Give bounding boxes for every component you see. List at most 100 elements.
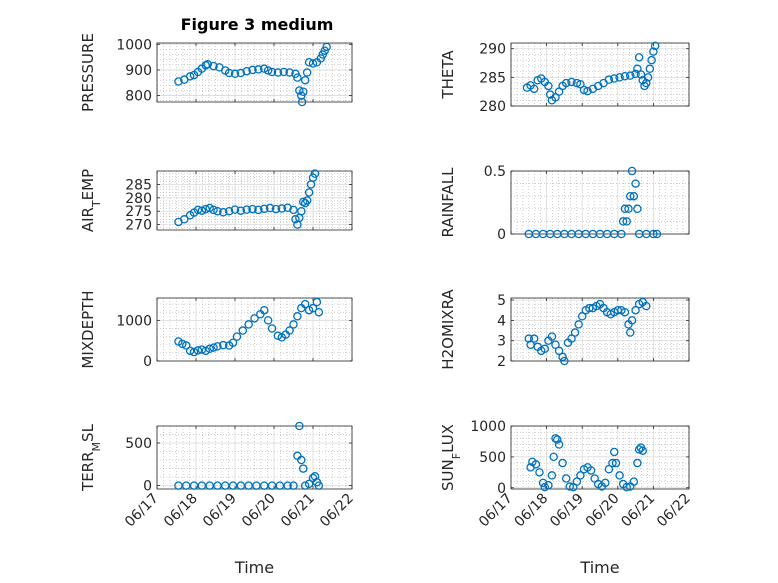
data-point bbox=[626, 328, 635, 337]
x-axis-label: Time bbox=[234, 558, 274, 577]
x-tick-label: 06/21 bbox=[278, 491, 318, 531]
y-axis-label: THETA bbox=[439, 50, 457, 100]
data-point bbox=[551, 434, 560, 443]
data-point bbox=[230, 205, 240, 214]
data-point bbox=[308, 303, 318, 313]
data-point bbox=[629, 191, 639, 201]
data-point bbox=[228, 338, 238, 347]
data-point bbox=[297, 97, 307, 107]
data-point bbox=[248, 204, 257, 214]
axes-background bbox=[511, 171, 689, 234]
y-axis-label: AIRTEMP bbox=[79, 169, 103, 232]
data-point bbox=[250, 314, 259, 323]
y-axis-label: H2OMIXRA bbox=[439, 289, 457, 370]
data-point bbox=[283, 203, 292, 212]
data-point bbox=[174, 77, 183, 86]
data-point bbox=[567, 77, 576, 87]
figure-title: Figure 3 medium bbox=[181, 15, 334, 34]
data-point bbox=[633, 458, 642, 468]
data-point bbox=[620, 307, 630, 317]
data-point bbox=[645, 64, 655, 74]
data-point bbox=[574, 320, 583, 329]
data-point bbox=[236, 68, 246, 78]
data-point bbox=[611, 458, 621, 468]
y-tick-label: 800 bbox=[125, 89, 152, 105]
data-point bbox=[529, 334, 539, 343]
data-point bbox=[558, 458, 567, 468]
axes-frame bbox=[156, 170, 353, 231]
y-tick-label: 4 bbox=[497, 313, 506, 329]
data-point bbox=[283, 481, 292, 490]
data-point bbox=[289, 320, 298, 329]
data-point bbox=[259, 64, 269, 73]
data-point bbox=[298, 197, 308, 207]
y-tick-label: 1000 bbox=[470, 419, 506, 435]
data-point bbox=[634, 445, 644, 454]
data-point bbox=[579, 85, 589, 95]
subplot-1: 800 900 1000 PRESSURE bbox=[79, 33, 353, 112]
data-point bbox=[265, 203, 275, 213]
data-point bbox=[308, 59, 318, 68]
data-point bbox=[609, 74, 619, 83]
data-point bbox=[295, 86, 304, 95]
data-point bbox=[300, 299, 310, 309]
y-tick-label: 270 bbox=[125, 218, 152, 234]
data-point bbox=[617, 229, 626, 239]
data-point bbox=[583, 86, 592, 96]
axes-frame bbox=[156, 42, 353, 103]
data-point bbox=[650, 41, 660, 51]
y-tick-label: 285 bbox=[125, 177, 152, 193]
data-point bbox=[531, 460, 541, 469]
data-point bbox=[291, 215, 300, 224]
axes-frame bbox=[510, 170, 690, 235]
data-point bbox=[561, 474, 571, 483]
data-point bbox=[203, 60, 212, 69]
data-point bbox=[298, 464, 308, 473]
data-point bbox=[652, 229, 662, 239]
data-point bbox=[238, 326, 248, 335]
data-point bbox=[549, 452, 558, 462]
data-point bbox=[604, 464, 614, 474]
x-tick-label: 06/19 bbox=[200, 491, 240, 531]
data-point bbox=[572, 78, 582, 88]
data-point bbox=[620, 71, 630, 81]
data-point bbox=[312, 297, 322, 307]
data-point bbox=[197, 206, 207, 215]
data-point bbox=[277, 204, 287, 213]
data-point bbox=[308, 173, 318, 182]
data-point bbox=[209, 205, 218, 215]
data-point bbox=[572, 477, 582, 486]
data-point bbox=[544, 81, 553, 91]
data-point bbox=[248, 65, 257, 75]
y-axis-label: PRESSURE bbox=[79, 33, 97, 112]
data-point bbox=[224, 68, 234, 78]
data-point bbox=[544, 481, 553, 490]
data-point bbox=[285, 68, 294, 77]
data-point bbox=[627, 166, 637, 176]
data-point bbox=[638, 446, 647, 455]
y-tick-label: 285 bbox=[479, 70, 506, 86]
subplot-2: 280 285 290 THETA bbox=[439, 41, 690, 115]
data-point bbox=[631, 69, 640, 79]
data-point bbox=[300, 481, 310, 490]
y-tick-label: 5 bbox=[497, 293, 506, 309]
data-point bbox=[565, 482, 574, 491]
data-point bbox=[540, 344, 550, 354]
x-tick-label: 06/17 bbox=[476, 491, 516, 531]
data-point bbox=[615, 471, 624, 480]
y-tick-label: 280 bbox=[125, 191, 152, 207]
data-point bbox=[553, 435, 562, 444]
data-point bbox=[570, 328, 580, 337]
data-point bbox=[302, 68, 312, 77]
y-tick-label: 0 bbox=[497, 227, 506, 243]
y-tick-label: 0 bbox=[143, 479, 152, 495]
data-point bbox=[314, 307, 324, 317]
data-point bbox=[205, 344, 214, 354]
data-point bbox=[213, 206, 222, 216]
data-point bbox=[620, 204, 630, 214]
data-point bbox=[629, 477, 639, 486]
data-point bbox=[189, 347, 199, 357]
data-point bbox=[219, 208, 228, 217]
data-point bbox=[244, 320, 253, 329]
